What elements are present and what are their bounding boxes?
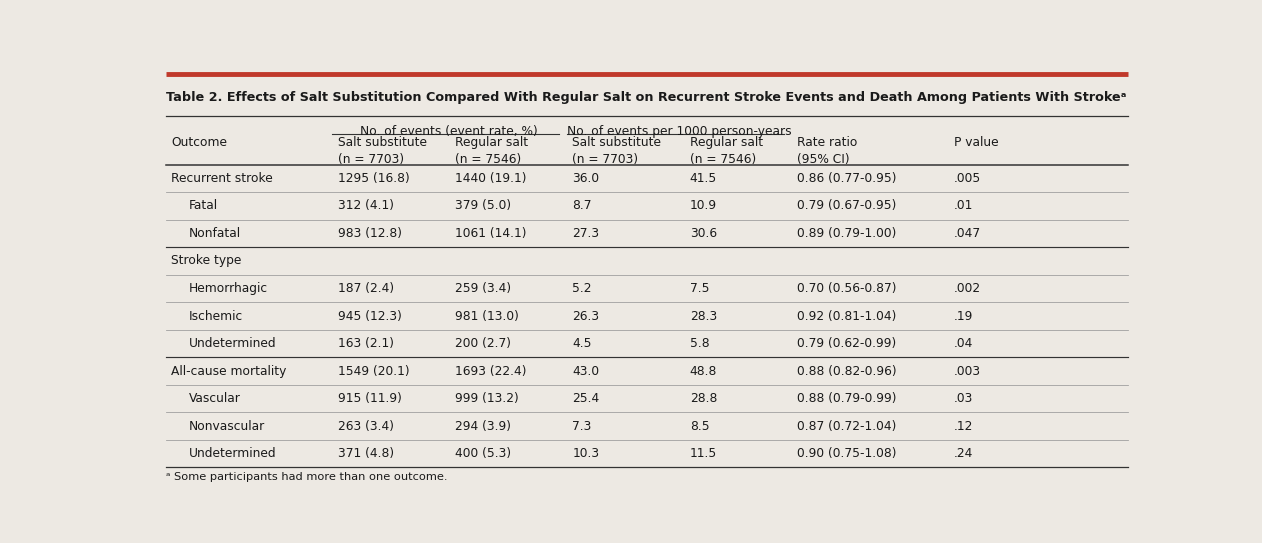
Text: No. of events per 1000 person-years: No. of events per 1000 person-years: [567, 124, 791, 137]
Text: 25.4: 25.4: [573, 392, 599, 405]
Text: Undetermined: Undetermined: [189, 337, 276, 350]
Text: Ischemic: Ischemic: [189, 310, 244, 323]
Text: 41.5: 41.5: [690, 172, 717, 185]
Text: Hemorrhagic: Hemorrhagic: [189, 282, 268, 295]
Text: 200 (2.7): 200 (2.7): [456, 337, 511, 350]
Text: 294 (3.9): 294 (3.9): [456, 420, 511, 433]
Text: .19: .19: [954, 310, 973, 323]
Text: .24: .24: [954, 447, 973, 460]
Text: Salt substitute
(n = 7703): Salt substitute (n = 7703): [573, 136, 661, 166]
Text: 5.8: 5.8: [690, 337, 709, 350]
Text: 5.2: 5.2: [573, 282, 592, 295]
Text: 0.88 (0.82-0.96): 0.88 (0.82-0.96): [798, 364, 897, 377]
Text: 7.5: 7.5: [690, 282, 709, 295]
Text: 0.88 (0.79-0.99): 0.88 (0.79-0.99): [798, 392, 897, 405]
Text: .01: .01: [954, 199, 973, 212]
Text: 379 (5.0): 379 (5.0): [456, 199, 511, 212]
Text: 7.3: 7.3: [573, 420, 592, 433]
Text: 36.0: 36.0: [573, 172, 599, 185]
Text: 10.9: 10.9: [690, 199, 717, 212]
Text: Stroke type: Stroke type: [172, 255, 242, 268]
Text: 26.3: 26.3: [573, 310, 599, 323]
Text: 999 (13.2): 999 (13.2): [456, 392, 519, 405]
Text: 983 (12.8): 983 (12.8): [338, 227, 401, 240]
Text: 43.0: 43.0: [573, 364, 599, 377]
Text: Regular salt
(n = 7546): Regular salt (n = 7546): [456, 136, 529, 166]
Text: 312 (4.1): 312 (4.1): [338, 199, 394, 212]
Text: 48.8: 48.8: [690, 364, 717, 377]
Text: 1549 (20.1): 1549 (20.1): [338, 364, 409, 377]
Text: 4.5: 4.5: [573, 337, 592, 350]
Text: .002: .002: [954, 282, 981, 295]
Text: 0.92 (0.81-1.04): 0.92 (0.81-1.04): [798, 310, 897, 323]
Text: .04: .04: [954, 337, 973, 350]
Text: 263 (3.4): 263 (3.4): [338, 420, 394, 433]
Text: 163 (2.1): 163 (2.1): [338, 337, 394, 350]
Text: 0.86 (0.77-0.95): 0.86 (0.77-0.95): [798, 172, 897, 185]
Text: Table 2. Effects of Salt Substitution Compared With Regular Salt on Recurrent St: Table 2. Effects of Salt Substitution Co…: [165, 91, 1126, 104]
Text: Outcome: Outcome: [172, 136, 227, 149]
Text: 1061 (14.1): 1061 (14.1): [456, 227, 526, 240]
Text: 400 (5.3): 400 (5.3): [456, 447, 511, 460]
Text: 0.70 (0.56-0.87): 0.70 (0.56-0.87): [798, 282, 897, 295]
Text: 981 (13.0): 981 (13.0): [456, 310, 519, 323]
Text: 1440 (19.1): 1440 (19.1): [456, 172, 526, 185]
Text: 30.6: 30.6: [690, 227, 717, 240]
Text: 0.79 (0.67-0.95): 0.79 (0.67-0.95): [798, 199, 897, 212]
Text: 371 (4.8): 371 (4.8): [338, 447, 394, 460]
Text: 0.90 (0.75-1.08): 0.90 (0.75-1.08): [798, 447, 897, 460]
Text: Undetermined: Undetermined: [189, 447, 276, 460]
Text: 0.79 (0.62-0.99): 0.79 (0.62-0.99): [798, 337, 896, 350]
Text: Fatal: Fatal: [189, 199, 218, 212]
Text: 8.7: 8.7: [573, 199, 592, 212]
Text: .003: .003: [954, 364, 981, 377]
Text: 8.5: 8.5: [690, 420, 709, 433]
Text: Nonfatal: Nonfatal: [189, 227, 241, 240]
Text: 1295 (16.8): 1295 (16.8): [338, 172, 409, 185]
Text: Rate ratio
(95% CI): Rate ratio (95% CI): [798, 136, 858, 166]
Text: .005: .005: [954, 172, 981, 185]
Text: 10.3: 10.3: [573, 447, 599, 460]
Text: 0.87 (0.72-1.04): 0.87 (0.72-1.04): [798, 420, 897, 433]
Text: ᵃ Some participants had more than one outcome.: ᵃ Some participants had more than one ou…: [165, 472, 447, 482]
Text: 945 (12.3): 945 (12.3): [338, 310, 401, 323]
Text: No. of events (event rate, %): No. of events (event rate, %): [361, 124, 538, 137]
Text: All-cause mortality: All-cause mortality: [172, 364, 286, 377]
Text: 28.3: 28.3: [690, 310, 717, 323]
Text: 0.89 (0.79-1.00): 0.89 (0.79-1.00): [798, 227, 897, 240]
Text: Regular salt
(n = 7546): Regular salt (n = 7546): [690, 136, 764, 166]
Text: 11.5: 11.5: [690, 447, 717, 460]
Text: Salt substitute
(n = 7703): Salt substitute (n = 7703): [338, 136, 427, 166]
Text: Vascular: Vascular: [189, 392, 241, 405]
Text: 915 (11.9): 915 (11.9): [338, 392, 401, 405]
Text: .03: .03: [954, 392, 973, 405]
Text: Nonvascular: Nonvascular: [189, 420, 265, 433]
Text: .12: .12: [954, 420, 973, 433]
Text: 187 (2.4): 187 (2.4): [338, 282, 394, 295]
Text: P value: P value: [954, 136, 998, 149]
Text: 1693 (22.4): 1693 (22.4): [456, 364, 526, 377]
Text: .047: .047: [954, 227, 981, 240]
Text: 27.3: 27.3: [573, 227, 599, 240]
Text: Recurrent stroke: Recurrent stroke: [172, 172, 273, 185]
Text: 259 (3.4): 259 (3.4): [456, 282, 511, 295]
Text: 28.8: 28.8: [690, 392, 717, 405]
